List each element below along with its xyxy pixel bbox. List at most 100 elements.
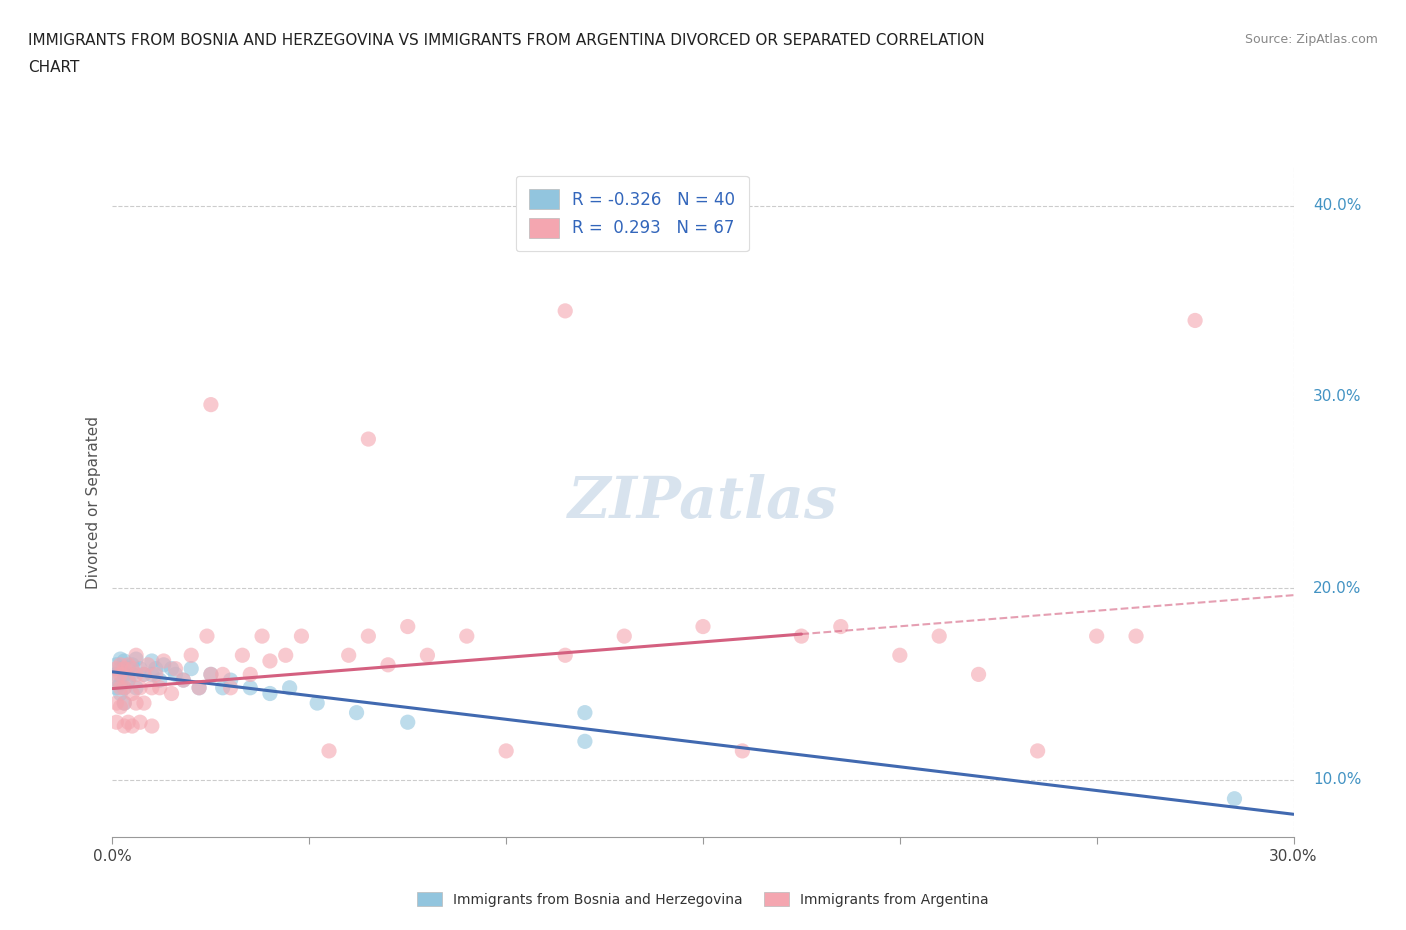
- Point: [141, 667, 163, 682]
- Point: [112, 661, 135, 676]
- Point: [112, 667, 135, 682]
- Point: [125, 696, 148, 711]
- Point: [165, 661, 187, 676]
- Point: [110, 686, 132, 701]
- Point: [117, 658, 139, 672]
- Y-axis label: Divorced or Separated: Divorced or Separated: [86, 416, 101, 589]
- Point: [110, 667, 132, 682]
- Point: [121, 661, 143, 676]
- Point: [967, 667, 990, 682]
- Point: [416, 648, 439, 663]
- Point: [180, 648, 202, 663]
- Point: [121, 686, 143, 701]
- Point: [105, 696, 128, 711]
- Point: [1026, 743, 1049, 758]
- Point: [160, 661, 183, 676]
- Point: [112, 681, 135, 696]
- Point: [141, 719, 163, 734]
- Point: [110, 676, 132, 691]
- Point: [105, 715, 128, 730]
- Point: [152, 658, 174, 672]
- Point: [105, 658, 128, 672]
- Point: [172, 672, 194, 687]
- Text: 30.0%: 30.0%: [1313, 390, 1361, 405]
- Point: [117, 672, 139, 687]
- Point: [346, 705, 368, 720]
- Text: 40.0%: 40.0%: [1313, 198, 1361, 213]
- Point: [105, 681, 128, 696]
- Point: [554, 303, 576, 318]
- Legend: R = -0.326   N = 40, R =  0.293   N = 67: R = -0.326 N = 40, R = 0.293 N = 67: [516, 176, 748, 251]
- Point: [132, 667, 155, 682]
- Point: [554, 648, 576, 663]
- Point: [112, 719, 135, 734]
- Point: [117, 661, 139, 676]
- Point: [239, 667, 262, 682]
- Point: [1125, 629, 1147, 644]
- Point: [200, 667, 222, 682]
- Point: [149, 681, 172, 696]
- Point: [1184, 313, 1206, 328]
- Point: [112, 681, 135, 696]
- Point: [129, 715, 152, 730]
- Point: [141, 681, 163, 696]
- Point: [117, 672, 139, 687]
- Point: [219, 681, 242, 696]
- Point: [574, 734, 596, 749]
- Point: [165, 667, 187, 682]
- Text: ZIPatlas: ZIPatlas: [568, 474, 838, 530]
- Point: [274, 648, 297, 663]
- Point: [121, 667, 143, 682]
- Point: [105, 667, 128, 682]
- Text: Source: ZipAtlas.com: Source: ZipAtlas.com: [1244, 33, 1378, 46]
- Point: [121, 719, 143, 734]
- Point: [219, 672, 242, 687]
- Point: [318, 743, 340, 758]
- Point: [495, 743, 517, 758]
- Text: CHART: CHART: [28, 60, 80, 75]
- Point: [377, 658, 399, 672]
- Point: [456, 629, 478, 644]
- Point: [357, 629, 380, 644]
- Point: [112, 654, 135, 669]
- Point: [141, 654, 163, 669]
- Point: [188, 681, 211, 696]
- Legend: Immigrants from Bosnia and Herzegovina, Immigrants from Argentina: Immigrants from Bosnia and Herzegovina, …: [411, 885, 995, 914]
- Point: [211, 681, 233, 696]
- Point: [250, 629, 273, 644]
- Text: 10.0%: 10.0%: [1313, 772, 1361, 787]
- Point: [152, 654, 174, 669]
- Point: [200, 397, 222, 412]
- Point: [1223, 791, 1246, 806]
- Point: [357, 432, 380, 446]
- Point: [105, 661, 128, 676]
- Point: [231, 648, 253, 663]
- Point: [112, 696, 135, 711]
- Point: [195, 629, 218, 644]
- Point: [145, 661, 167, 676]
- Point: [200, 667, 222, 682]
- Point: [110, 661, 132, 676]
- Point: [278, 681, 301, 696]
- Point: [830, 619, 852, 634]
- Point: [132, 667, 155, 682]
- Point: [125, 667, 148, 682]
- Point: [259, 686, 281, 701]
- Point: [211, 667, 233, 682]
- Point: [790, 629, 813, 644]
- Point: [129, 681, 152, 696]
- Point: [129, 661, 152, 676]
- Point: [125, 681, 148, 696]
- Point: [117, 715, 139, 730]
- Point: [121, 658, 143, 672]
- Text: IMMIGRANTS FROM BOSNIA AND HERZEGOVINA VS IMMIGRANTS FROM ARGENTINA DIVORCED OR : IMMIGRANTS FROM BOSNIA AND HERZEGOVINA V…: [28, 33, 984, 47]
- Point: [692, 619, 714, 634]
- Point: [149, 672, 172, 687]
- Point: [928, 629, 950, 644]
- Point: [396, 619, 419, 634]
- Point: [110, 658, 132, 672]
- Point: [1085, 629, 1108, 644]
- Point: [105, 672, 128, 687]
- Point: [160, 686, 183, 701]
- Text: 20.0%: 20.0%: [1313, 581, 1361, 596]
